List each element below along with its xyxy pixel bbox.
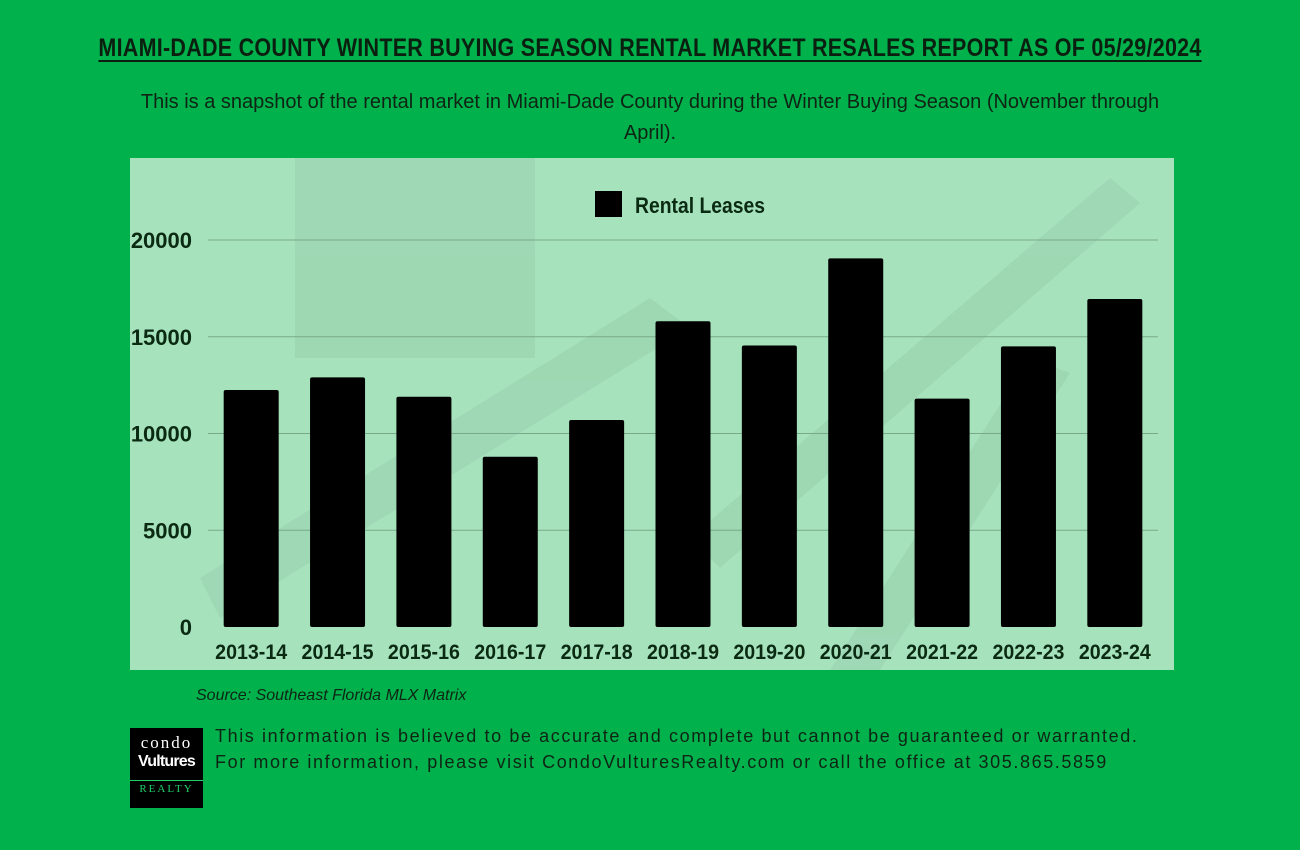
bar-2021-22 xyxy=(914,398,970,627)
chart-panel: 0 5000 10000 15000 20000 2013-14 2014-15 2015-… xyxy=(130,158,1174,670)
y-tick-label: 15000 xyxy=(131,325,192,350)
bar-2020-21 xyxy=(828,258,884,627)
source-note: Source: Southeast Florida MLX Matrix xyxy=(196,687,467,704)
y-tick-label: 20000 xyxy=(131,228,192,253)
bars xyxy=(223,258,1143,627)
logo-line-1: condo xyxy=(140,733,193,752)
x-tick-label: 2023-24 xyxy=(1079,641,1151,664)
chart-background xyxy=(130,158,1174,670)
x-tick-label: 2018-19 xyxy=(647,641,719,664)
bar-2015-16 xyxy=(396,396,452,627)
bar-2014-15 xyxy=(310,377,366,627)
page-title: MIAMI-DADE COUNTY WINTER BUYING SEASON R… xyxy=(98,34,1202,62)
bar-2018-19 xyxy=(655,321,711,627)
x-tick-label: 2020-21 xyxy=(820,641,892,664)
x-tick-labels: 2013-14 2014-15 2015-16 2016-17 2017-18 2018-… xyxy=(215,641,1151,664)
bar-2013-14 xyxy=(223,389,279,627)
x-tick-label: 2019-20 xyxy=(733,641,805,664)
logo-line-3: REALTY xyxy=(130,780,203,797)
logo-line-2: Vultures xyxy=(137,753,196,770)
bar-2022-23 xyxy=(1000,346,1056,627)
x-tick-label: 2013-14 xyxy=(215,641,287,664)
x-tick-label: 2017-18 xyxy=(561,641,633,664)
x-tick-label: 2022-23 xyxy=(992,641,1064,664)
y-tick-label: 10000 xyxy=(131,422,192,447)
y-tick-labels: 0 5000 10000 15000 20000 xyxy=(131,228,192,640)
page-subtitle: This is a snapshot of the rental market … xyxy=(140,91,1160,144)
bar-chart: 0 5000 10000 15000 20000 2013-14 2014-15 2015-… xyxy=(130,158,1174,670)
y-tick-label: 5000 xyxy=(143,518,192,543)
bar-2017-18 xyxy=(569,419,625,627)
legend-swatch xyxy=(595,191,622,217)
x-tick-label: 2015-16 xyxy=(388,641,460,664)
bar-2023-24 xyxy=(1087,299,1143,627)
x-tick-label: 2016-17 xyxy=(474,641,546,664)
legend-label: Rental Leases xyxy=(635,193,765,218)
disclaimer-text: This information is believed to be accur… xyxy=(215,726,1139,772)
x-tick-label: 2021-22 xyxy=(906,641,978,664)
company-logo: condo Vultures REALTY xyxy=(130,728,203,808)
x-tick-label: 2014-15 xyxy=(302,641,374,664)
y-tick-label: 0 xyxy=(180,615,192,640)
legend: Rental Leases xyxy=(595,191,765,218)
bar-2019-20 xyxy=(741,345,797,627)
bar-2016-17 xyxy=(482,456,538,627)
